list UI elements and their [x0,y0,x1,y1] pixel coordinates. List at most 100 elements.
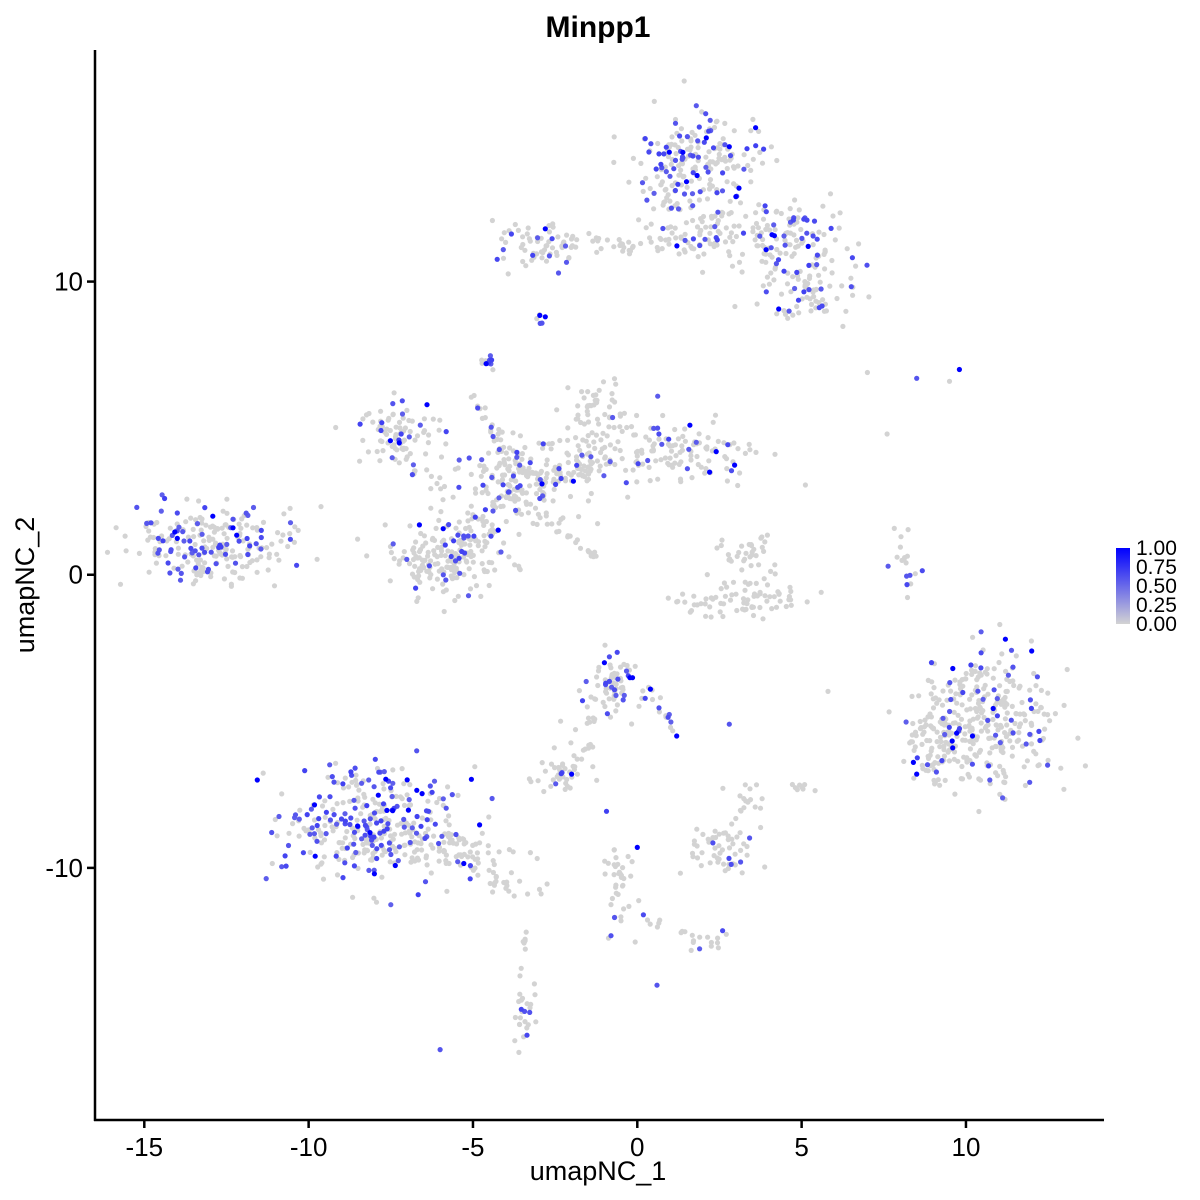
cell-point [676,251,682,257]
cell-point [536,886,543,893]
cell-point [532,505,539,511]
cell-point [712,828,718,834]
cell-point [579,472,585,478]
cell-point [788,289,794,295]
cell-point [585,389,591,395]
expressing-cell-point [978,629,984,635]
expressing-cell-point [677,133,683,139]
cell-point [714,545,720,551]
cell-point [997,763,1003,770]
cell-point [347,798,353,805]
cell-point [404,407,410,413]
cell-point [669,134,675,140]
cell-point [655,476,661,482]
cell-point [225,563,231,570]
cell-point [538,891,544,897]
cell-point [201,538,207,544]
cell-point [1013,710,1019,717]
expressing-cell-point [814,262,820,268]
cell-point [272,816,278,823]
cell-point [531,981,538,987]
expressing-cell-point [540,441,546,447]
cell-point [473,490,479,496]
expressing-cell-point [705,169,711,175]
cell-point [967,696,973,702]
cell-point [946,758,953,764]
cell-point [620,865,626,871]
cell-point [750,612,757,619]
cell-point [656,709,663,715]
expressing-cell-point [949,738,955,744]
x-tick-label: -10 [290,1132,328,1162]
expressing-cell-point [994,696,1000,702]
expressing-cell-point [811,218,818,224]
expressing-cell-point [719,188,726,194]
cell-point [590,764,596,770]
cell-point [496,849,502,855]
cell-point [756,128,762,134]
cell-point [330,806,336,813]
expressing-cell-point [707,117,713,123]
cell-point [424,467,430,473]
cell-point [443,441,449,447]
cell-point [219,525,225,531]
cell-point [503,518,509,525]
cell-point [1038,687,1044,694]
cell-point [184,496,190,502]
cell-point [104,549,111,555]
cell-point [634,479,640,485]
expressing-cell-point [696,124,702,130]
cell-point [987,735,994,741]
cell-point [708,614,714,620]
cell-point [629,859,635,865]
cell-point [1001,779,1007,785]
cell-point [970,634,976,640]
cell-point [355,536,361,542]
expressing-cell-point [376,769,382,775]
expressing-cell-point [635,461,641,467]
cell-point [594,458,601,464]
cell-point [372,800,378,806]
cell-point [1045,757,1051,764]
cell-point [1017,721,1024,727]
cell-point [994,700,1000,706]
cell-point [435,544,441,551]
cell-point [425,440,431,446]
expressing-cell-point [994,713,1001,719]
cell-point [192,541,198,548]
expressing-cell-point [351,841,357,847]
cell-point [318,840,325,846]
cell-point [665,225,671,231]
cell-point [690,939,696,946]
expressing-cell-point [177,577,184,583]
cell-point [659,246,665,252]
cell-point [628,424,635,430]
cell-point [700,269,706,275]
cell-point [193,517,199,523]
cell-point [976,808,982,815]
cell-point [936,697,942,703]
expressing-cell-point [864,262,870,268]
expressing-cell-point [283,863,289,869]
cell-point [411,550,417,556]
expressing-cell-point [456,457,462,463]
expressing-cell-point [653,166,659,172]
cell-point [720,210,726,216]
expressing-cell-point [386,847,393,853]
cell-point [403,456,409,462]
cell-point [1019,699,1025,706]
cell-point [796,310,802,316]
cell-point [441,608,447,615]
expressing-cell-point [702,236,708,242]
expressing-cell-point [603,680,609,686]
x-axis-ticks: -15 -10 -5 0 5 10 [126,1120,980,1162]
cell-point [656,920,662,926]
cell-point [224,556,230,562]
expressing-cell-point [352,805,358,811]
cell-point [626,239,632,245]
cell-point [466,566,472,572]
cell-point [556,528,562,535]
expressing-cell-point [422,835,428,842]
expressing-cell-point [417,422,423,428]
cell-point [534,855,540,862]
